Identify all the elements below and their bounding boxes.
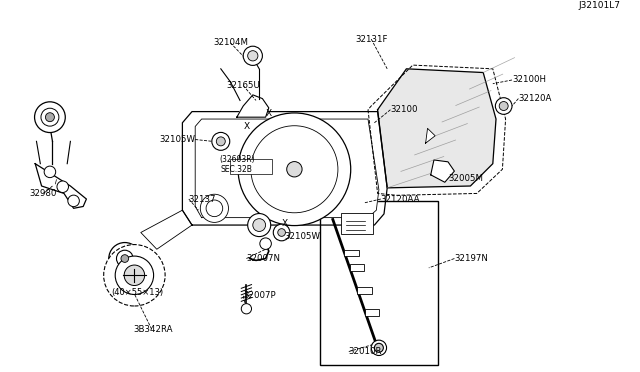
Text: 32100H: 32100H <box>512 76 546 84</box>
Bar <box>365 309 380 316</box>
Circle shape <box>116 250 133 267</box>
Polygon shape <box>141 210 192 249</box>
Text: 3B342RA: 3B342RA <box>134 325 173 334</box>
Circle shape <box>115 256 154 295</box>
Text: 32197N: 32197N <box>454 254 488 263</box>
Polygon shape <box>195 119 379 218</box>
Polygon shape <box>378 69 496 188</box>
Text: 32100: 32100 <box>390 105 418 114</box>
Text: SEC.32B: SEC.32B <box>221 165 253 174</box>
Text: J32101L7: J32101L7 <box>579 1 621 10</box>
Text: 32007P: 32007P <box>243 291 276 300</box>
Circle shape <box>216 137 225 146</box>
Bar <box>341 213 373 234</box>
Text: 32120A: 32120A <box>518 94 552 103</box>
Circle shape <box>499 102 508 110</box>
Text: 32105W: 32105W <box>159 135 195 144</box>
Text: (32603R): (32603R) <box>219 155 255 164</box>
Polygon shape <box>182 112 387 225</box>
Circle shape <box>35 102 65 132</box>
Circle shape <box>124 265 145 286</box>
Circle shape <box>45 113 54 122</box>
Circle shape <box>212 132 230 150</box>
Circle shape <box>206 200 223 217</box>
Text: 32104M: 32104M <box>213 38 248 47</box>
Circle shape <box>44 166 56 177</box>
Circle shape <box>104 244 165 306</box>
Circle shape <box>251 126 338 213</box>
Text: 32165U: 32165U <box>227 81 260 90</box>
Text: 32137: 32137 <box>189 195 216 203</box>
Circle shape <box>248 214 271 237</box>
Circle shape <box>260 238 271 249</box>
Circle shape <box>253 219 266 231</box>
Text: 32005M: 32005M <box>448 174 483 183</box>
Text: 32105W: 32105W <box>285 232 321 241</box>
Bar <box>358 287 372 294</box>
Circle shape <box>287 161 302 177</box>
Text: X: X <box>266 109 272 118</box>
Circle shape <box>273 224 290 241</box>
Polygon shape <box>237 95 269 117</box>
Circle shape <box>121 255 129 262</box>
Text: 32010R: 32010R <box>349 347 382 356</box>
Polygon shape <box>426 128 435 143</box>
Circle shape <box>57 181 68 192</box>
Polygon shape <box>431 160 454 182</box>
Circle shape <box>68 195 79 206</box>
Circle shape <box>374 343 383 352</box>
Circle shape <box>41 108 59 126</box>
Circle shape <box>109 243 141 275</box>
Text: 32007N: 32007N <box>246 254 280 263</box>
Bar <box>344 250 358 256</box>
Polygon shape <box>35 164 86 208</box>
Text: X: X <box>282 219 288 228</box>
Circle shape <box>243 46 262 65</box>
Circle shape <box>248 51 258 61</box>
Text: 32131F: 32131F <box>355 35 387 44</box>
Circle shape <box>278 229 285 236</box>
Circle shape <box>241 304 252 314</box>
Circle shape <box>200 194 228 222</box>
Circle shape <box>238 113 351 225</box>
Bar <box>230 159 272 174</box>
Bar <box>349 264 364 271</box>
Text: 32980: 32980 <box>30 189 57 198</box>
Text: 32120AA: 32120AA <box>381 195 420 203</box>
Text: (40×55×13): (40×55×13) <box>111 288 164 296</box>
Bar <box>320 201 438 365</box>
Circle shape <box>371 340 387 356</box>
Text: X: X <box>243 122 250 131</box>
Circle shape <box>495 98 512 114</box>
